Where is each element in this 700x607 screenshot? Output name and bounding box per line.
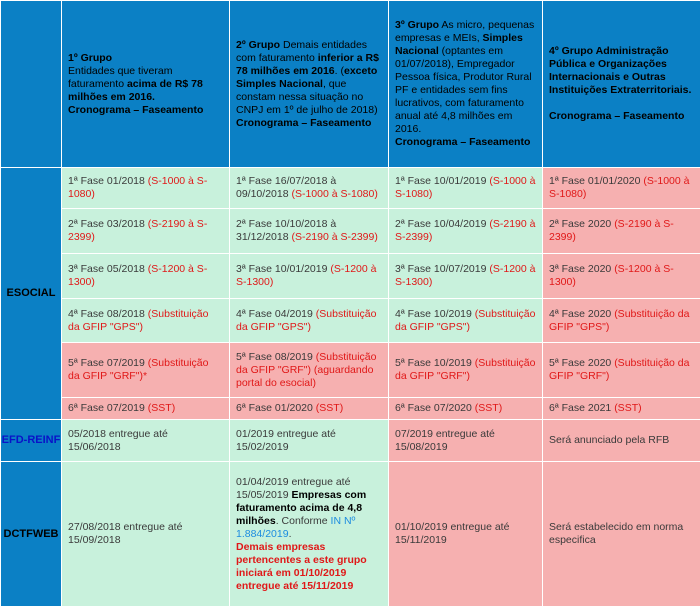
efd-reinf-row: EFD-REINF 05/2018 entregue até 15/06/201…: [1, 420, 700, 462]
efd-cell: 05/2018 entregue até 15/06/2018: [62, 420, 230, 462]
esocial-cell: 2ª Fase 10/04/2019 (S-2190 à S-2399): [389, 209, 543, 254]
efd-reinf-label: EFD-REINF: [1, 420, 62, 462]
header-group-3: 3º Grupo As micro, pequenas empresas e M…: [389, 1, 543, 168]
header-group-4: 4º Grupo Administração Pública e Organiz…: [543, 1, 700, 168]
esocial-cell: 3ª Fase 2020 (S-1200 à S-1300): [543, 254, 700, 299]
esocial-row-1: ESOCIAL 1ª Fase 01/2018 (S-1000 à S-1080…: [1, 168, 700, 209]
esocial-cell: 5ª Fase 10/2019 (Substituição da GFIP "G…: [389, 343, 543, 398]
esocial-cell: 6ª Fase 2021 (SST): [543, 398, 700, 420]
esocial-cell: 6ª Fase 01/2020 (SST): [230, 398, 389, 420]
header-group-2: 2º Grupo Demais entidades com faturament…: [230, 1, 389, 168]
esocial-cell: 2ª Fase 10/10/2018 à 31/12/2018 (S-2190 …: [230, 209, 389, 254]
esocial-cell: 5ª Fase 08/2019 (Substituição da GFIP "G…: [230, 343, 389, 398]
esocial-label: ESOCIAL: [1, 168, 62, 420]
esocial-cell: 1ª Fase 01/01/2020 (S-1000 à S-1080): [543, 168, 700, 209]
dctf-cell-1: 27/08/2018 entregue até 15/09/2018: [62, 462, 230, 607]
esocial-cell: 2ª Fase 2020 (S-2190 à S-2399): [543, 209, 700, 254]
dctfweb-row: DCTFWEB 27/08/2018 entregue até 15/09/20…: [1, 462, 700, 607]
esocial-cell: 6ª Fase 07/2020 (SST): [389, 398, 543, 420]
esocial-cell: 1ª Fase 01/2018 (S-1000 à S-1080): [62, 168, 230, 209]
esocial-cell: 3ª Fase 10/01/2019 (S-1200 à S-1300): [230, 254, 389, 299]
efd-cell: 01/2019 entregue até 15/02/2019: [230, 420, 389, 462]
esocial-cell: 6ª Fase 07/2019 (SST): [62, 398, 230, 420]
esocial-cell: 1ª Fase 10/01/2019 (S-1000 à S-1080): [389, 168, 543, 209]
header-corner: [1, 1, 62, 168]
esocial-cell: 4ª Fase 08/2018 (Substituição da GFIP "G…: [62, 299, 230, 343]
esocial-cell: 2ª Fase 03/2018 (S-2190 à S-2399): [62, 209, 230, 254]
dctfweb-label: DCTFWEB: [1, 462, 62, 607]
efd-cell: Será anunciado pela RFB: [543, 420, 700, 462]
esocial-row-3: 3ª Fase 05/2018 (S-1200 à S-1300) 3ª Fas…: [1, 254, 700, 299]
dctf-cell-2: 01/04/2019 entregue até 15/05/2019 Empre…: [230, 462, 389, 607]
esocial-cell: 4ª Fase 10/2019 (Substituição da GFIP "G…: [389, 299, 543, 343]
esocial-row-4: 4ª Fase 08/2018 (Substituição da GFIP "G…: [1, 299, 700, 343]
efd-cell: 07/2019 entregue até 15/08/2019: [389, 420, 543, 462]
esocial-cell: 4ª Fase 2020 (Substituição da GFIP "GPS"…: [543, 299, 700, 343]
esocial-row-6: 6ª Fase 07/2019 (SST) 6ª Fase 01/2020 (S…: [1, 398, 700, 420]
header-row: 1º Grupo Entidades que tiveram faturamen…: [1, 1, 700, 168]
esocial-cell: 5ª Fase 2020 (Substituição da GFIP "GRF"…: [543, 343, 700, 398]
esocial-row-2: 2ª Fase 03/2018 (S-2190 à S-2399) 2ª Fas…: [1, 209, 700, 254]
esocial-cell: 3ª Fase 05/2018 (S-1200 à S-1300): [62, 254, 230, 299]
esocial-cell: 5ª Fase 07/2019 (Substituição da GFIP "G…: [62, 343, 230, 398]
esocial-cell: 1ª Fase 16/07/2018 à 09/10/2018 (S-1000 …: [230, 168, 389, 209]
header-group-1: 1º Grupo Entidades que tiveram faturamen…: [62, 1, 230, 168]
esocial-cell: 4ª Fase 04/2019 (Substituição da GFIP "G…: [230, 299, 389, 343]
esocial-cell: 3ª Fase 10/07/2019 (S-1200 à S-1300): [389, 254, 543, 299]
dctf-cell-3: 01/10/2019 entregue até 15/11/2019: [389, 462, 543, 607]
esocial-row-5: 5ª Fase 07/2019 (Substituição da GFIP "G…: [1, 343, 700, 398]
dctf-cell-4: Será estabelecido em norma especifica: [543, 462, 700, 607]
